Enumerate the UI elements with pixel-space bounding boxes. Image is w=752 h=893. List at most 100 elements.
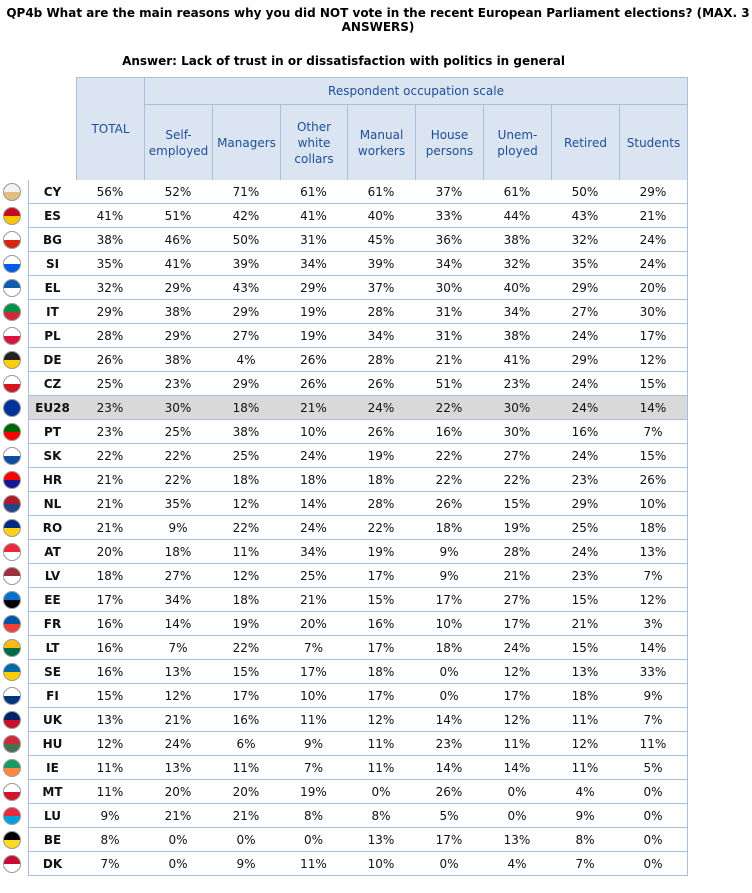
table-cell: 11%: [551, 756, 620, 780]
table-cell: 9%: [280, 732, 348, 756]
table-cell: 21%: [212, 804, 281, 828]
table-cell: 13%: [551, 660, 620, 684]
table-cell: 17%: [347, 636, 416, 660]
table-cell: 19%: [212, 612, 281, 636]
table-cell: 50%: [212, 228, 281, 252]
flag-icon: [3, 423, 21, 441]
table-cell: 12%: [483, 660, 552, 684]
table-cell: 19%: [280, 300, 348, 324]
table-cell: 29%: [551, 348, 620, 372]
flag-icon: [3, 183, 21, 201]
table-cell: 42%: [212, 204, 281, 228]
table-cell: 30%: [415, 276, 484, 300]
table-cell: 16%: [76, 660, 145, 684]
table-cell: 25%: [212, 444, 281, 468]
table-cell: 22%: [212, 516, 281, 540]
table-cell: 15%: [483, 492, 552, 516]
table-cell: 7%: [280, 636, 348, 660]
table-cell: 11%: [347, 732, 416, 756]
table-cell: 9%: [415, 540, 484, 564]
column-header: House persons: [415, 104, 484, 181]
table-cell: 13%: [144, 756, 213, 780]
flag-icon: [3, 735, 21, 753]
table-cell: 12%: [347, 708, 416, 732]
country-code: ES: [28, 204, 77, 228]
table-cell: 34%: [280, 252, 348, 276]
table-cell: 15%: [619, 444, 688, 468]
table-cell: 25%: [144, 420, 213, 444]
table-cell: 35%: [76, 252, 145, 276]
table-cell: 4%: [212, 348, 281, 372]
flag-icon: [3, 207, 21, 225]
table-cell: 26%: [347, 420, 416, 444]
table-cell: 12%: [144, 684, 213, 708]
table-cell: 46%: [144, 228, 213, 252]
table-cell: 11%: [76, 780, 145, 804]
table-cell: 21%: [280, 588, 348, 612]
table-cell: 29%: [280, 276, 348, 300]
table-cell: 10%: [415, 612, 484, 636]
country-code: DE: [28, 348, 77, 372]
table-cell: 21%: [76, 468, 145, 492]
table-cell: 34%: [483, 300, 552, 324]
table-cell: 22%: [144, 444, 213, 468]
table-cell: 19%: [483, 516, 552, 540]
table-cell: 9%: [144, 516, 213, 540]
table-cell: 13%: [76, 708, 145, 732]
table-cell: 10%: [280, 420, 348, 444]
table-cell: 29%: [619, 180, 688, 204]
title: QP4b What are the main reasons why you d…: [6, 6, 750, 34]
table-cell: 7%: [280, 756, 348, 780]
table-cell: 22%: [415, 468, 484, 492]
table-cell: 0%: [415, 684, 484, 708]
table-cell: 23%: [483, 372, 552, 396]
table-cell: 43%: [551, 204, 620, 228]
table-cell: 12%: [619, 588, 688, 612]
table-cell: 24%: [347, 396, 416, 420]
country-code: UK: [28, 708, 77, 732]
flag-icon: [3, 783, 21, 801]
table-cell: 8%: [280, 804, 348, 828]
table-cell: 11%: [212, 756, 281, 780]
table-cell: 12%: [483, 708, 552, 732]
country-code: SI: [28, 252, 77, 276]
table-cell: 27%: [551, 300, 620, 324]
table-cell: 31%: [415, 300, 484, 324]
table-cell: 29%: [144, 324, 213, 348]
table-cell: 20%: [144, 780, 213, 804]
table-cell: 39%: [212, 252, 281, 276]
table-cell: 0%: [483, 804, 552, 828]
table-cell: 41%: [144, 252, 213, 276]
table-cell: 29%: [212, 300, 281, 324]
table-cell: 23%: [415, 732, 484, 756]
table-cell: 27%: [483, 588, 552, 612]
table-cell: 32%: [483, 252, 552, 276]
flag-icon: [3, 519, 21, 537]
flag-icon: [3, 543, 21, 561]
table-cell: 23%: [551, 468, 620, 492]
table-cell: 29%: [551, 276, 620, 300]
table-cell: 29%: [144, 276, 213, 300]
table-cell: 17%: [76, 588, 145, 612]
table-cell: 25%: [280, 564, 348, 588]
table-cell: 14%: [280, 492, 348, 516]
table-cell: 18%: [212, 396, 281, 420]
country-code: NL: [28, 492, 77, 516]
table-cell: 13%: [347, 828, 416, 852]
table-cell: 10%: [280, 684, 348, 708]
country-code: CY: [28, 180, 77, 204]
table-cell: 16%: [551, 420, 620, 444]
table-cell: 22%: [76, 444, 145, 468]
table-cell: 20%: [280, 612, 348, 636]
table-cell: 21%: [551, 612, 620, 636]
table-cell: 11%: [483, 732, 552, 756]
country-code: SK: [28, 444, 77, 468]
table-cell: 15%: [551, 636, 620, 660]
country-code: FI: [28, 684, 77, 708]
table-cell: 17%: [483, 612, 552, 636]
table-cell: 30%: [144, 396, 213, 420]
table-cell: 8%: [347, 804, 416, 828]
table-cell: 18%: [144, 540, 213, 564]
flag-icon: [3, 687, 21, 705]
